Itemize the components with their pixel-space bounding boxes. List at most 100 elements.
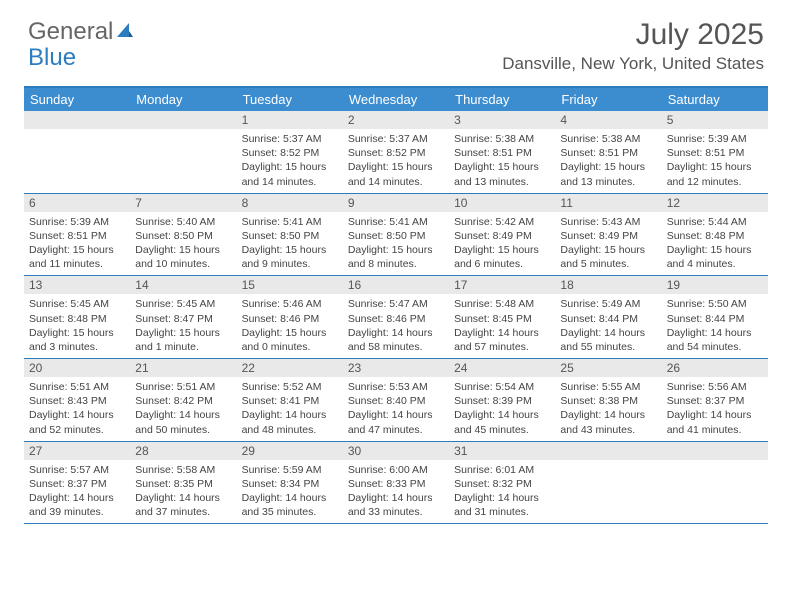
day-number: 12 — [662, 194, 768, 212]
logo-sail-icon — [115, 18, 135, 46]
day-content: Sunrise: 5:57 AMSunset: 8:37 PMDaylight:… — [24, 460, 130, 524]
day-content: Sunrise: 5:45 AMSunset: 8:48 PMDaylight:… — [24, 294, 130, 358]
sunrise-text: Sunrise: 5:37 AM — [242, 132, 338, 146]
empty-day-bar — [662, 442, 768, 460]
sunrise-text: Sunrise: 5:52 AM — [242, 380, 338, 394]
day-cell: 1Sunrise: 5:37 AMSunset: 8:52 PMDaylight… — [237, 111, 343, 193]
sunset-text: Sunset: 8:40 PM — [348, 394, 444, 408]
day-cell: 18Sunrise: 5:49 AMSunset: 8:44 PMDayligh… — [555, 276, 661, 358]
logo-text-general: General — [28, 18, 113, 46]
day-cell — [662, 442, 768, 524]
sunrise-text: Sunrise: 5:54 AM — [454, 380, 550, 394]
sunrise-text: Sunrise: 5:58 AM — [135, 463, 231, 477]
sunset-text: Sunset: 8:47 PM — [135, 312, 231, 326]
day-content: Sunrise: 5:38 AMSunset: 8:51 PMDaylight:… — [449, 129, 555, 193]
daylight-text: Daylight: 15 hours and 4 minutes. — [667, 243, 763, 271]
sunset-text: Sunset: 8:51 PM — [667, 146, 763, 160]
day-header-thursday: Thursday — [449, 88, 555, 111]
sunset-text: Sunset: 8:51 PM — [29, 229, 125, 243]
day-cell: 21Sunrise: 5:51 AMSunset: 8:42 PMDayligh… — [130, 359, 236, 441]
day-content: Sunrise: 5:44 AMSunset: 8:48 PMDaylight:… — [662, 212, 768, 276]
day-content: Sunrise: 5:50 AMSunset: 8:44 PMDaylight:… — [662, 294, 768, 358]
empty-day-bar — [24, 111, 130, 129]
day-content: Sunrise: 5:47 AMSunset: 8:46 PMDaylight:… — [343, 294, 449, 358]
sunrise-text: Sunrise: 5:49 AM — [560, 297, 656, 311]
daylight-text: Daylight: 14 hours and 43 minutes. — [560, 408, 656, 436]
daylight-text: Daylight: 15 hours and 1 minute. — [135, 326, 231, 354]
sunset-text: Sunset: 8:52 PM — [348, 146, 444, 160]
day-content: Sunrise: 5:51 AMSunset: 8:43 PMDaylight:… — [24, 377, 130, 441]
day-cell: 8Sunrise: 5:41 AMSunset: 8:50 PMDaylight… — [237, 194, 343, 276]
day-number: 3 — [449, 111, 555, 129]
sunset-text: Sunset: 8:38 PM — [560, 394, 656, 408]
day-content: Sunrise: 5:51 AMSunset: 8:42 PMDaylight:… — [130, 377, 236, 441]
day-cell: 11Sunrise: 5:43 AMSunset: 8:49 PMDayligh… — [555, 194, 661, 276]
sunrise-text: Sunrise: 6:00 AM — [348, 463, 444, 477]
day-content: Sunrise: 5:55 AMSunset: 8:38 PMDaylight:… — [555, 377, 661, 441]
sunset-text: Sunset: 8:39 PM — [454, 394, 550, 408]
week-row: 20Sunrise: 5:51 AMSunset: 8:43 PMDayligh… — [24, 359, 768, 442]
day-number: 21 — [130, 359, 236, 377]
sunset-text: Sunset: 8:46 PM — [348, 312, 444, 326]
sunset-text: Sunset: 8:43 PM — [29, 394, 125, 408]
day-number: 23 — [343, 359, 449, 377]
sunset-text: Sunset: 8:34 PM — [242, 477, 338, 491]
week-row: 1Sunrise: 5:37 AMSunset: 8:52 PMDaylight… — [24, 111, 768, 194]
sunrise-text: Sunrise: 5:51 AM — [29, 380, 125, 394]
sunset-text: Sunset: 8:37 PM — [667, 394, 763, 408]
day-cell: 5Sunrise: 5:39 AMSunset: 8:51 PMDaylight… — [662, 111, 768, 193]
sunrise-text: Sunrise: 5:45 AM — [29, 297, 125, 311]
day-content: Sunrise: 6:01 AMSunset: 8:32 PMDaylight:… — [449, 460, 555, 524]
day-content: Sunrise: 5:37 AMSunset: 8:52 PMDaylight:… — [343, 129, 449, 193]
day-cell: 26Sunrise: 5:56 AMSunset: 8:37 PMDayligh… — [662, 359, 768, 441]
sunset-text: Sunset: 8:48 PM — [29, 312, 125, 326]
sunset-text: Sunset: 8:44 PM — [667, 312, 763, 326]
day-content: Sunrise: 5:39 AMSunset: 8:51 PMDaylight:… — [662, 129, 768, 193]
day-cell: 14Sunrise: 5:45 AMSunset: 8:47 PMDayligh… — [130, 276, 236, 358]
daylight-text: Daylight: 14 hours and 41 minutes. — [667, 408, 763, 436]
day-cell: 12Sunrise: 5:44 AMSunset: 8:48 PMDayligh… — [662, 194, 768, 276]
logo-text-blue: Blue — [28, 44, 76, 72]
day-cell: 7Sunrise: 5:40 AMSunset: 8:50 PMDaylight… — [130, 194, 236, 276]
day-number: 17 — [449, 276, 555, 294]
day-number: 8 — [237, 194, 343, 212]
day-cell: 16Sunrise: 5:47 AMSunset: 8:46 PMDayligh… — [343, 276, 449, 358]
day-number: 6 — [24, 194, 130, 212]
sunset-text: Sunset: 8:48 PM — [667, 229, 763, 243]
day-content: Sunrise: 5:45 AMSunset: 8:47 PMDaylight:… — [130, 294, 236, 358]
day-cell: 19Sunrise: 5:50 AMSunset: 8:44 PMDayligh… — [662, 276, 768, 358]
daylight-text: Daylight: 15 hours and 14 minutes. — [242, 160, 338, 188]
day-number: 2 — [343, 111, 449, 129]
daylight-text: Daylight: 15 hours and 11 minutes. — [29, 243, 125, 271]
day-number: 31 — [449, 442, 555, 460]
sunrise-text: Sunrise: 5:53 AM — [348, 380, 444, 394]
daylight-text: Daylight: 14 hours and 37 minutes. — [135, 491, 231, 519]
daylight-text: Daylight: 14 hours and 58 minutes. — [348, 326, 444, 354]
day-number: 22 — [237, 359, 343, 377]
daylight-text: Daylight: 15 hours and 10 minutes. — [135, 243, 231, 271]
day-content: Sunrise: 5:46 AMSunset: 8:46 PMDaylight:… — [237, 294, 343, 358]
sunrise-text: Sunrise: 5:55 AM — [560, 380, 656, 394]
day-header-friday: Friday — [555, 88, 661, 111]
daylight-text: Daylight: 15 hours and 13 minutes. — [454, 160, 550, 188]
day-content: Sunrise: 5:52 AMSunset: 8:41 PMDaylight:… — [237, 377, 343, 441]
title-block: July 2025 Dansville, New York, United St… — [502, 18, 764, 74]
daylight-text: Daylight: 14 hours and 31 minutes. — [454, 491, 550, 519]
day-number: 10 — [449, 194, 555, 212]
daylight-text: Daylight: 15 hours and 5 minutes. — [560, 243, 656, 271]
sunset-text: Sunset: 8:50 PM — [242, 229, 338, 243]
day-number: 15 — [237, 276, 343, 294]
sunrise-text: Sunrise: 5:57 AM — [29, 463, 125, 477]
daylight-text: Daylight: 14 hours and 48 minutes. — [242, 408, 338, 436]
day-header-tuesday: Tuesday — [237, 88, 343, 111]
month-title: July 2025 — [502, 18, 764, 52]
day-content: Sunrise: 5:41 AMSunset: 8:50 PMDaylight:… — [343, 212, 449, 276]
day-header-saturday: Saturday — [662, 88, 768, 111]
sunrise-text: Sunrise: 5:47 AM — [348, 297, 444, 311]
daylight-text: Daylight: 14 hours and 50 minutes. — [135, 408, 231, 436]
sunrise-text: Sunrise: 5:38 AM — [560, 132, 656, 146]
day-content: Sunrise: 5:42 AMSunset: 8:49 PMDaylight:… — [449, 212, 555, 276]
week-row: 6Sunrise: 5:39 AMSunset: 8:51 PMDaylight… — [24, 194, 768, 277]
sunrise-text: Sunrise: 6:01 AM — [454, 463, 550, 477]
day-cell — [130, 111, 236, 193]
